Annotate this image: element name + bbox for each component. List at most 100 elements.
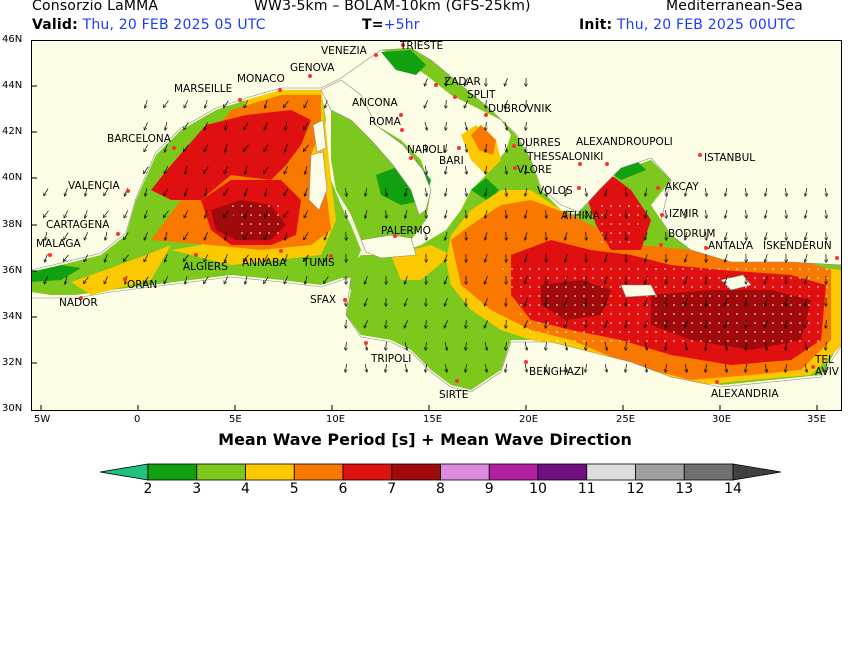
lon-tick-label: 5W <box>34 414 51 425</box>
direction-arrow <box>164 166 169 173</box>
colorbar-label: 11 <box>577 481 596 497</box>
direction-arrow <box>585 363 586 372</box>
direction-arrow <box>445 210 447 218</box>
lon-tick-label: 35E <box>807 414 827 425</box>
direction-arrow <box>605 364 607 372</box>
lat-tick-label: 46N <box>2 34 23 45</box>
direction-arrow <box>725 364 727 372</box>
direction-arrow <box>105 232 107 240</box>
direction-arrow <box>506 319 507 328</box>
direction-arrow <box>244 100 249 107</box>
direction-arrow <box>465 144 467 152</box>
direction-arrow <box>645 254 648 262</box>
direction-arrow <box>404 320 408 327</box>
city-label: ORAN <box>127 279 157 291</box>
direction-arrow <box>165 232 167 240</box>
colorbar-bin <box>293 463 344 481</box>
city-label: ANCONA <box>352 97 398 109</box>
direction-arrow <box>144 254 149 262</box>
colorbar-bin <box>683 463 734 481</box>
lon-tick-label: 5E <box>229 414 242 425</box>
colorbar-bin <box>245 463 295 481</box>
direction-arrow <box>324 276 329 284</box>
direction-arrow <box>425 144 427 152</box>
direction-arrow <box>285 254 288 262</box>
direction-arrow <box>525 254 528 262</box>
city-dot <box>374 53 378 57</box>
direction-arrow <box>225 144 228 152</box>
direction-arrow <box>85 210 88 218</box>
city-dot <box>48 253 52 257</box>
direction-arrow <box>284 166 289 173</box>
direction-arrow <box>685 254 688 262</box>
direction-arrow <box>444 320 448 327</box>
direction-arrow <box>165 122 167 130</box>
direction-arrow <box>765 298 768 305</box>
direction-arrow <box>445 276 448 284</box>
direction-arrow <box>165 254 168 262</box>
direction-arrow <box>265 100 268 108</box>
direction-arrow <box>84 232 88 239</box>
city-dot <box>126 189 130 193</box>
colorbar-label: 12 <box>626 481 645 497</box>
city-dot <box>453 95 457 99</box>
direction-arrow <box>445 254 448 262</box>
city-label: BODRUM <box>668 228 715 240</box>
direction-arrow <box>666 341 667 350</box>
direction-arrow <box>346 209 347 218</box>
direction-arrow <box>605 254 608 262</box>
direction-arrow <box>586 341 587 350</box>
city-label: MONACO <box>237 73 285 85</box>
direction-arrow <box>586 209 587 218</box>
direction-arrow <box>325 100 328 108</box>
colorbar-bin <box>196 463 246 481</box>
direction-arrow <box>505 144 507 152</box>
direction-arrow <box>706 231 707 240</box>
direction-arrow <box>485 342 487 350</box>
lat-tick-label: 36N <box>2 265 23 276</box>
direction-arrow <box>405 210 407 218</box>
colorbar-bin <box>342 463 393 481</box>
lat-tick-label: 32N <box>2 357 23 368</box>
direction-arrow <box>626 209 627 218</box>
direction-arrow <box>785 187 786 196</box>
direction-arrow <box>446 121 447 130</box>
direction-arrow <box>85 188 87 196</box>
direction-arrow <box>185 276 187 284</box>
colorbar-label: 8 <box>436 481 445 497</box>
city-label: CARTAGENA <box>46 219 110 231</box>
direction-arrow <box>184 254 189 261</box>
direction-arrow <box>104 276 109 283</box>
direction-arrow <box>525 298 528 305</box>
direction-arrow <box>304 122 309 130</box>
map-canvas: VENEZIA TRIESTE MONACO GENOVA MARSEILLE ZADAR… <box>31 40 842 411</box>
direction-arrow <box>405 364 407 372</box>
direction-arrow <box>486 121 487 130</box>
city-label: ISTANBUL <box>704 152 755 164</box>
direction-arrow <box>145 100 148 108</box>
direction-arrow <box>426 341 427 350</box>
city-dot <box>656 186 660 190</box>
land-mass <box>720 274 752 291</box>
direction-arrow <box>645 364 647 372</box>
city-label: IZMIR <box>669 208 699 220</box>
direction-arrow <box>486 99 487 108</box>
direction-arrow <box>184 100 189 107</box>
region-name: Mediterranean-Sea <box>666 0 803 14</box>
direction-arrow <box>504 100 508 107</box>
init-time: Init: Thu, 20 FEB 2025 00UTC <box>579 17 795 33</box>
city-label: ZADAR <box>444 76 481 88</box>
direction-arrow <box>466 209 467 218</box>
direction-arrow <box>626 231 627 240</box>
direction-arrow <box>506 209 507 218</box>
direction-arrow <box>605 188 607 196</box>
direction-arrow <box>705 187 706 196</box>
colorbar-label: 2 <box>143 481 153 497</box>
direction-arrow <box>765 342 767 350</box>
city-dot <box>434 83 438 87</box>
direction-arrow <box>626 341 627 350</box>
direction-arrow <box>526 99 527 108</box>
direction-arrow <box>445 166 446 174</box>
direction-arrow <box>284 188 289 196</box>
direction-arrow <box>525 276 528 284</box>
